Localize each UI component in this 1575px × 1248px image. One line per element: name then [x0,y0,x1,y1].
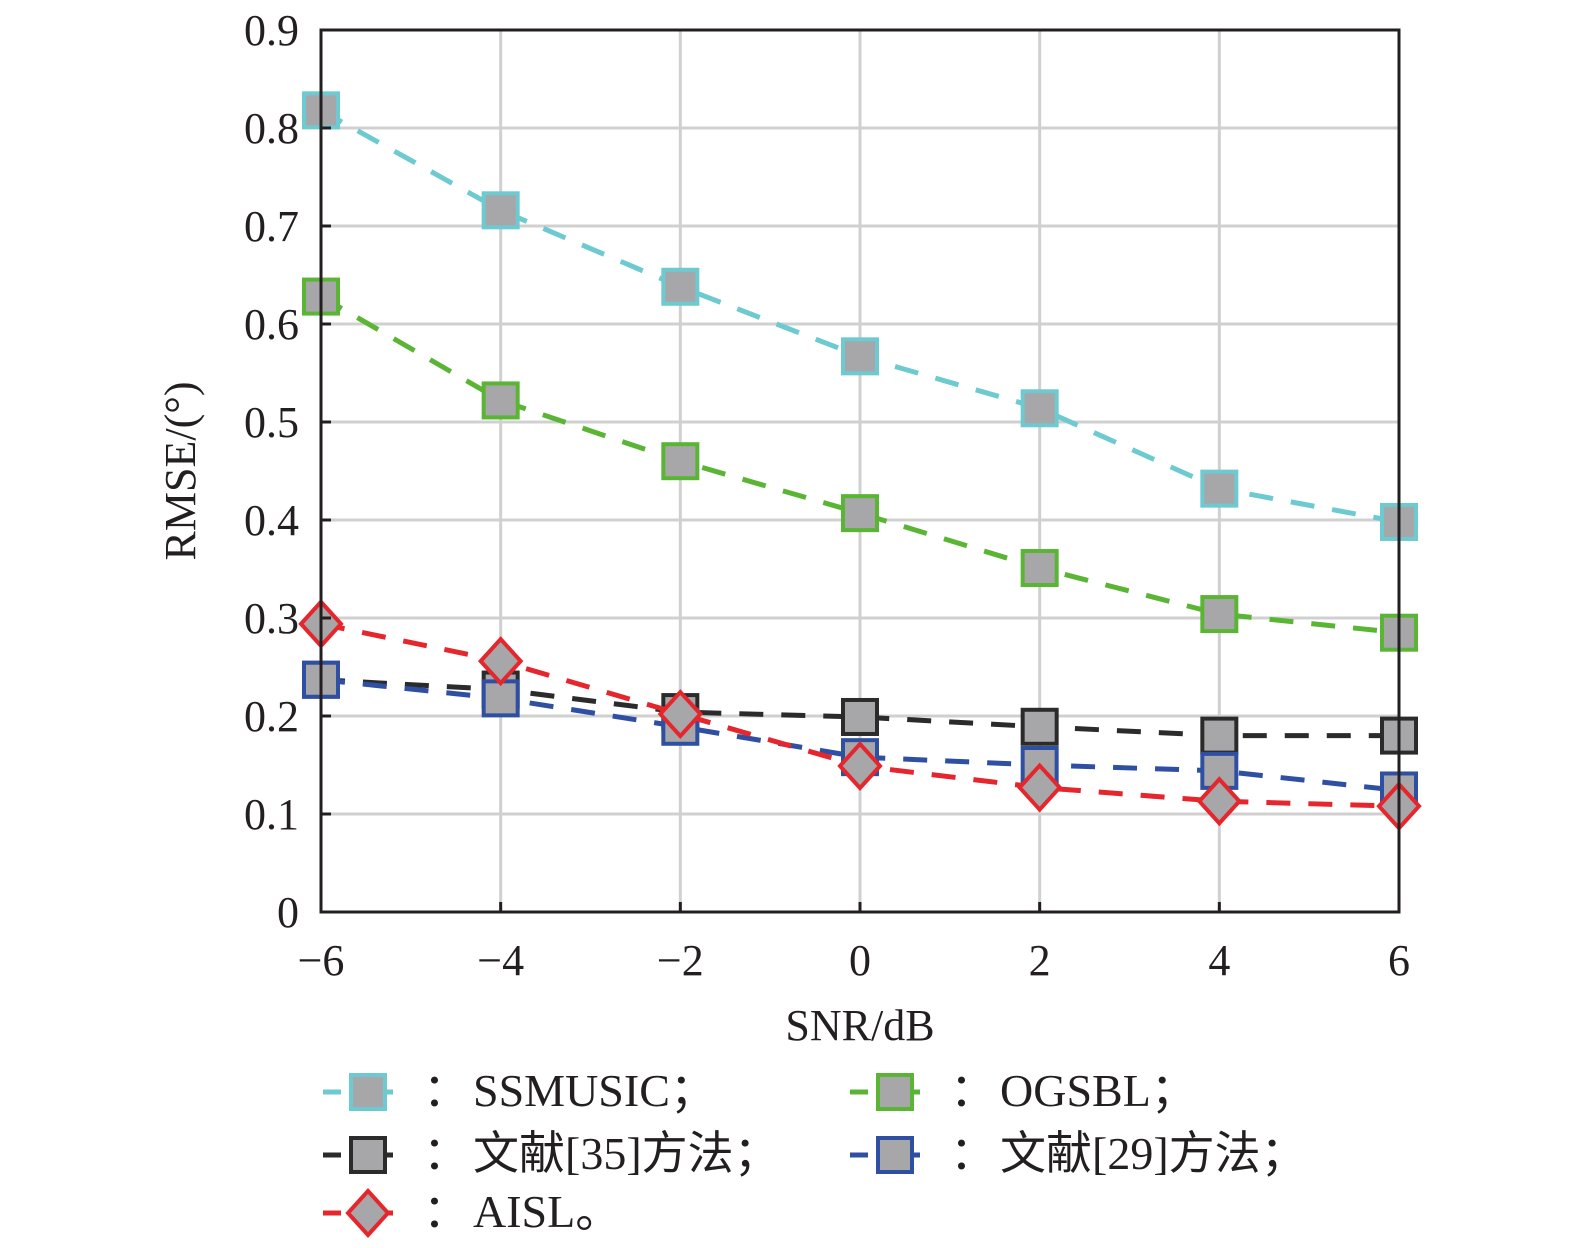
legend-item: ：文献[35]方法； [323,1128,780,1179]
y-tick-labels: 0 0.1 0.2 0.3 0.4 0.5 0.6 0.7 0.8 0.9 [244,6,299,937]
x-tick-label: 0 [849,936,871,985]
data-point [841,337,879,376]
series-2 [302,277,1418,652]
data-point [1020,707,1059,746]
legend-label: SSMUSIC； [473,1065,716,1116]
series-5 [298,598,1422,832]
data-point [1200,716,1239,755]
data-point [477,636,524,687]
legend-item: ：文献[29]方法； [850,1128,1307,1179]
y-tick-label: 0.2 [244,692,299,741]
y-tick-label: 0.6 [244,300,299,349]
data-point [481,679,520,718]
y-tick-label: 0.4 [244,496,299,545]
data-point [841,494,879,533]
y-tick-label: 0.8 [244,104,299,153]
y-axis-label: RMSE/(°) [156,382,205,561]
x-tick-label: 2 [1029,936,1051,985]
x-tick-label: −2 [657,936,704,985]
legend-marker [349,1073,387,1111]
legend-label: OGSBL； [1000,1065,1197,1116]
legend-separator: ： [423,1065,469,1116]
y-tick-label: 0.5 [244,398,299,447]
x-tick-label: 6 [1388,936,1410,985]
legend-label: 文献[35]方法； [473,1128,780,1179]
y-tick-label: 0 [277,888,299,937]
x-axis-label: SNR/dB [785,1001,934,1050]
data-point [1020,389,1059,428]
data-point [661,267,700,306]
legend-item: ： OGSBL； [850,1065,1197,1116]
legend: ： SSMUSIC；： OGSBL；： 文献[35]方法；：文献[29]方法；： AIS… [323,1065,1307,1238]
data-point [1020,549,1059,588]
legend-separator: ： [423,1128,469,1179]
legend-item: ： SSMUSIC； [323,1065,716,1116]
x-tick-labels: −6 −4 −2 0 2 4 6 [298,936,1410,985]
legend-separator: ： [423,1186,469,1237]
data-point [1200,595,1239,634]
data-point [661,442,700,481]
y-tick-label: 0.7 [244,202,299,251]
data-point [841,697,879,736]
x-tick-label: 4 [1208,936,1230,985]
x-tick-label: −6 [298,936,345,985]
legend-item: ： AISL。 [323,1186,621,1238]
data-point [1200,469,1239,508]
legend-marker [876,1073,914,1111]
axes [319,28,1401,914]
legend-separator: ： [950,1128,996,1179]
y-tick-label: 0.1 [244,790,299,839]
legend-marker [876,1136,914,1174]
legend-label: 文献[29]方法； [1000,1128,1307,1179]
legend-label: AISL。 [473,1186,621,1237]
legend-separator: ： [950,1065,996,1116]
data-point [481,381,520,420]
data-point [481,191,520,230]
legend-marker [349,1136,387,1174]
x-tick-label: −4 [477,936,524,985]
data-point [657,689,704,740]
series-layer [298,91,1422,832]
y-tick-label: 0.3 [244,594,299,643]
data-point [837,741,883,791]
y-tick-label: 0.9 [244,6,299,55]
legend-marker [345,1188,391,1238]
data-point [1016,762,1063,813]
data-point [1196,776,1243,827]
